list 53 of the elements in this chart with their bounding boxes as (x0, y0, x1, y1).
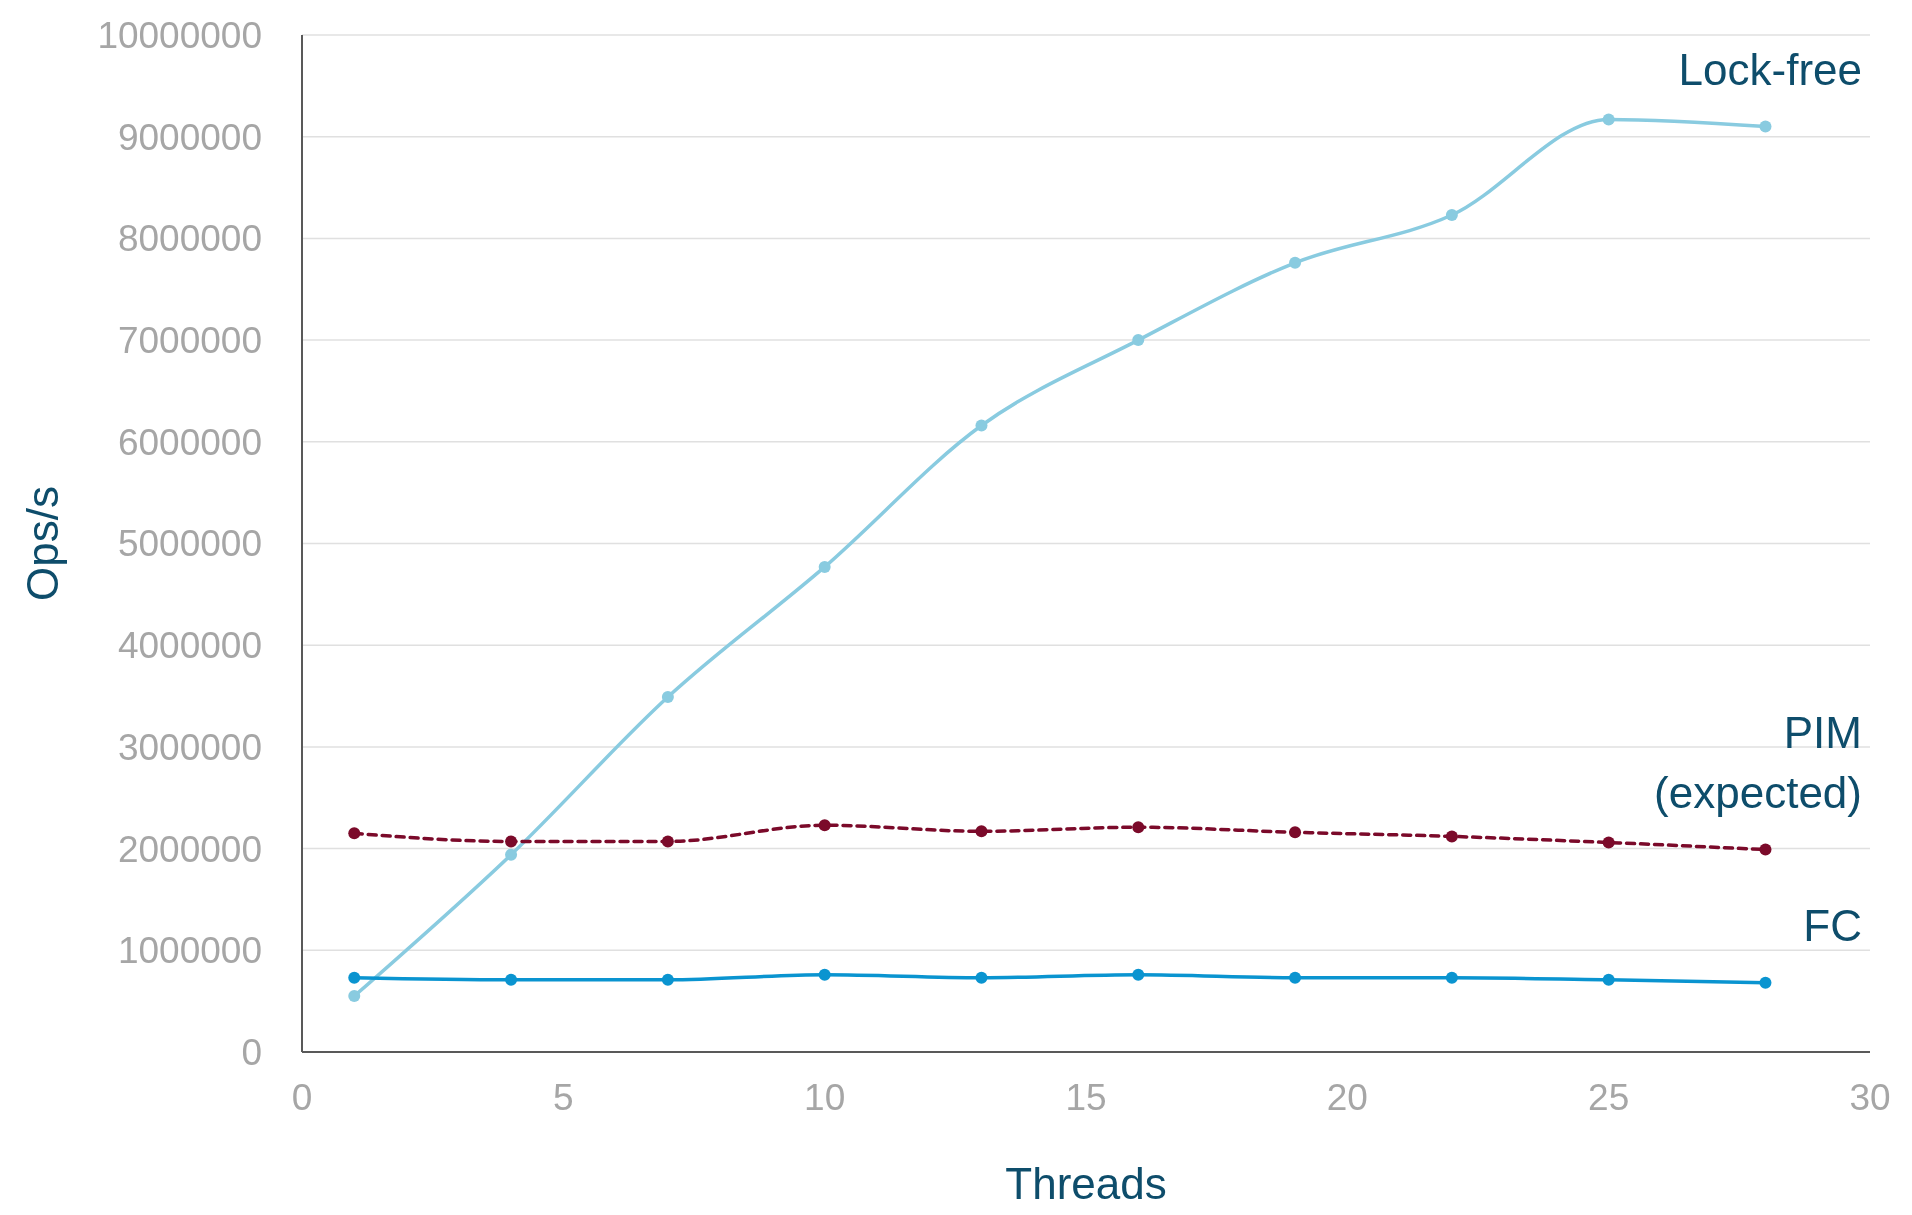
y-tick-label: 10000000 (97, 14, 262, 56)
point (975, 419, 988, 432)
point (1445, 830, 1458, 843)
y-axis-title: Ops/s (18, 486, 67, 601)
point (348, 971, 361, 984)
x-tick-label: 20 (1326, 1077, 1368, 1118)
y-tick-label: 8000000 (117, 218, 262, 260)
point (348, 827, 361, 840)
point (1759, 120, 1772, 133)
point (1289, 826, 1302, 839)
x-tick-label: 5 (553, 1077, 574, 1118)
point (348, 990, 361, 1003)
point (818, 819, 831, 832)
point (1445, 971, 1458, 984)
point (1602, 973, 1615, 986)
y-tick-label: 7000000 (117, 320, 262, 362)
point (818, 560, 831, 573)
point (1289, 971, 1302, 984)
point (505, 973, 518, 986)
point (975, 825, 988, 838)
series-label: PIM (expected) (1654, 707, 1862, 817)
series-label: Lock-free (1678, 44, 1862, 94)
point (1759, 976, 1772, 989)
x-tick-label: 0 (291, 1077, 313, 1118)
point (505, 848, 518, 861)
y-tick-label: 9000000 (117, 116, 262, 158)
point (975, 971, 988, 984)
point (1602, 836, 1615, 849)
point (1132, 968, 1145, 981)
y-tick-label: 4000000 (117, 625, 262, 667)
x-tick-label: 15 (1065, 1077, 1107, 1118)
x-tick-label: 10 (804, 1077, 846, 1118)
point (661, 973, 674, 986)
y-tick-label: 3000000 (117, 726, 262, 768)
point (1602, 113, 1615, 126)
y-tick-label: 6000000 (117, 421, 262, 463)
point (1132, 334, 1145, 347)
point (661, 835, 674, 848)
x-tick-label: 30 (1849, 1077, 1891, 1118)
y-tick-label: 5000000 (117, 523, 262, 565)
y-tick-label: 0 (241, 1031, 262, 1073)
point (661, 691, 674, 704)
y-tick-label: 2000000 (117, 828, 262, 870)
point (1132, 821, 1145, 834)
y-tick-label: 1000000 (117, 930, 262, 972)
point (1289, 256, 1302, 269)
x-axis-title: Threads (1005, 1159, 1167, 1208)
x-tick-label: 25 (1588, 1077, 1630, 1118)
point (1445, 209, 1458, 222)
series-label: FC (1803, 900, 1862, 950)
point (505, 835, 518, 848)
point (1759, 843, 1772, 856)
point (818, 968, 831, 981)
